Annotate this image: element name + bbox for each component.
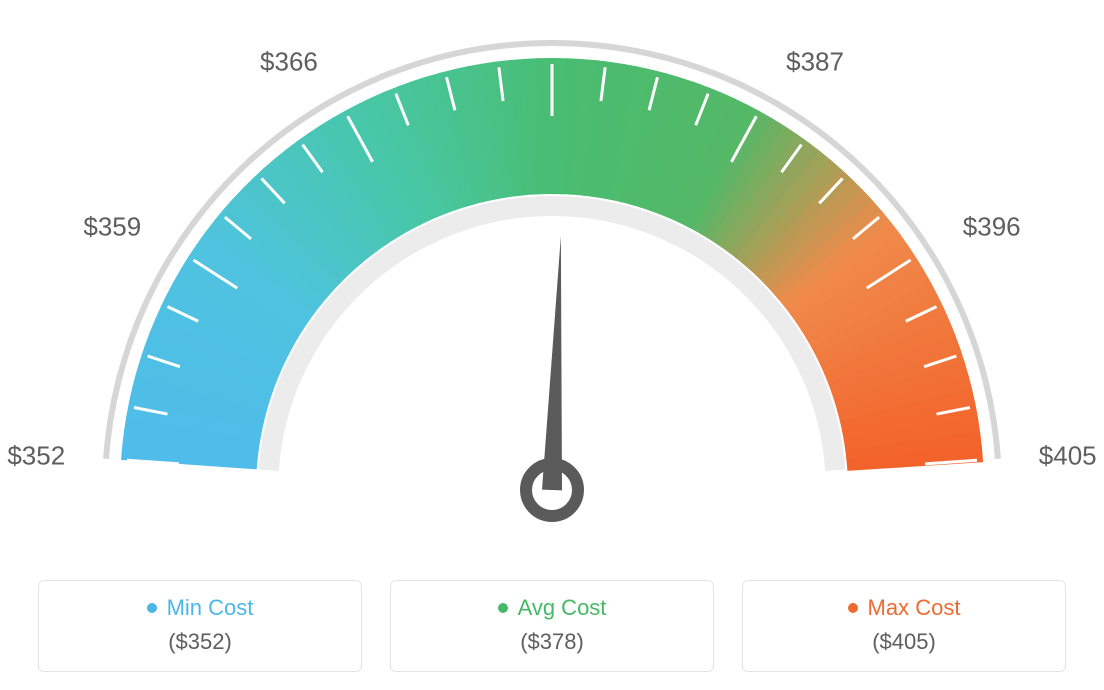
- legend-value-min: ($352): [49, 629, 351, 655]
- legend-card-min: Min Cost ($352): [38, 580, 362, 672]
- legend-card-avg: Avg Cost ($378): [390, 580, 714, 672]
- legend-value-avg: ($378): [401, 629, 703, 655]
- legend-value-max: ($405): [753, 629, 1055, 655]
- legend-label-min: Min Cost: [167, 595, 254, 621]
- gauge-tick-label: $378: [523, 0, 581, 2]
- legend-dot-avg: [498, 603, 508, 613]
- gauge-tick-label: $387: [786, 46, 844, 77]
- gauge-tick-label: $405: [1039, 440, 1097, 471]
- legend-dot-min: [147, 603, 157, 613]
- gauge-chart: $352 $359 $366 $378 $387 $396 $405: [0, 0, 1104, 560]
- gauge-tick-label: $396: [963, 211, 1021, 242]
- legend-dot-max: [848, 603, 858, 613]
- legend-title-avg: Avg Cost: [498, 595, 607, 621]
- legend-label-avg: Avg Cost: [518, 595, 607, 621]
- gauge-svg: [0, 0, 1104, 560]
- legend-title-max: Max Cost: [848, 595, 961, 621]
- gauge-tick-label: $366: [260, 46, 318, 77]
- legend-card-max: Max Cost ($405): [742, 580, 1066, 672]
- legend-title-min: Min Cost: [147, 595, 254, 621]
- legend-label-max: Max Cost: [868, 595, 961, 621]
- gauge-tick-label: $359: [83, 211, 141, 242]
- legend-row: Min Cost ($352) Avg Cost ($378) Max Cost…: [0, 580, 1104, 672]
- gauge-tick-label: $352: [7, 440, 65, 471]
